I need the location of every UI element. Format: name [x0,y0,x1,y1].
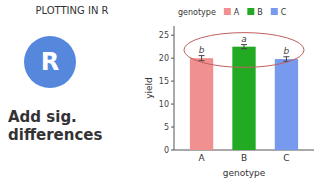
logo: R [24,36,76,88]
sig-label: a [241,34,247,44]
y-tick-label: 10 [159,100,169,109]
error-cap [199,60,205,61]
highlight-ellipse [184,33,304,68]
error-bar [199,56,205,61]
x-tick-label: A [198,153,205,163]
y-tick-label: 20 [159,54,169,63]
y-tick-label: 0 [164,146,169,155]
logo-circle [24,36,76,88]
x-tick-label: B [241,153,247,163]
y-tick [171,81,174,82]
subtitle: Add sig.differences [8,108,103,144]
logo-text: R [41,48,59,76]
legend-label: A [234,8,240,17]
sig-label: b [284,46,290,56]
y-tick-label: 25 [159,31,169,40]
error-cap [199,55,205,56]
error-stem [201,56,202,61]
y-tick [171,35,174,36]
y-tick [171,150,174,151]
y-tick-label: 15 [159,77,169,86]
error-bar [241,45,247,49]
legend-label: B [257,8,263,17]
y-tick [171,58,174,59]
subtitle-line: differences [8,126,103,144]
title: PLOTTING IN R [35,5,108,16]
legend-title: genotype [178,8,216,17]
x-tick-label: C [283,153,289,163]
error-cap [283,56,289,57]
subtitle-line: Add sig. [8,108,77,126]
y-tick [171,127,174,128]
y-tick [171,104,174,105]
chart: PLOTTING IN R R Add sig.differences 0 5 10 15 2… [0,0,320,180]
y-axis [174,26,175,150]
legend-swatch [224,8,231,15]
error-stem [244,45,245,49]
bar [232,47,255,150]
y-tick-label: 5 [164,123,169,132]
y-label: yield [144,77,154,99]
legend-label: C [281,8,287,17]
x-label: genotype [223,168,266,178]
error-stem [286,57,287,62]
bar [190,58,213,150]
sig-label: b [199,45,205,55]
error-cap [241,48,247,49]
error-bar [283,57,289,62]
legend-swatch [271,8,278,15]
plot-area [190,45,298,150]
bar [275,59,298,150]
legend-swatch [247,8,254,15]
error-cap [241,44,247,45]
legend: genotype A B C [178,8,287,17]
